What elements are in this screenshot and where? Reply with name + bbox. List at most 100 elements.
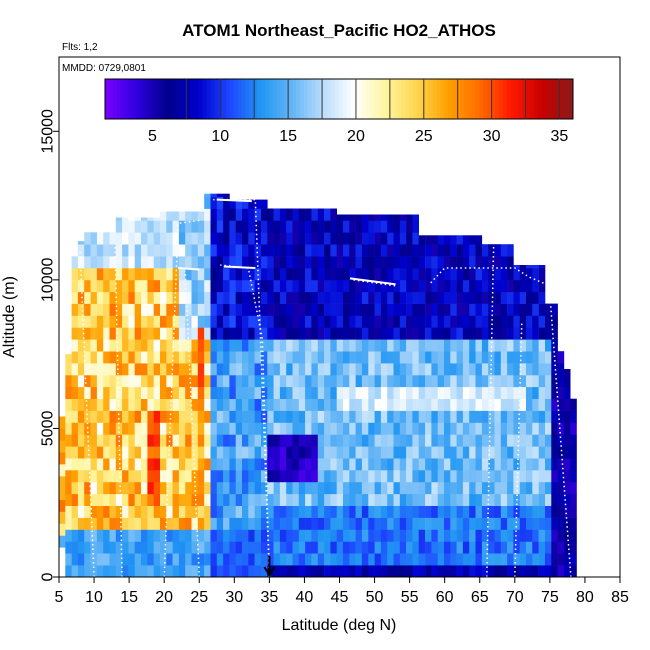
heatmap-cell — [450, 541, 457, 554]
heatmap-cell — [166, 363, 173, 376]
colorbar-segment — [128, 79, 133, 119]
heatmap-cell — [317, 351, 325, 364]
heatmap-cell — [172, 434, 180, 447]
heatmap-cell — [197, 351, 205, 364]
heatmap-cell — [216, 410, 224, 423]
heatmap-cell — [286, 386, 293, 399]
heatmap-cell — [115, 434, 123, 447]
heatmap-cell — [469, 256, 476, 269]
heatmap-cell — [330, 541, 337, 554]
heatmap-cell — [475, 470, 483, 483]
heatmap-cell — [526, 505, 533, 518]
heatmap-cell — [204, 517, 211, 530]
heatmap-cell — [292, 363, 300, 376]
colorbar-segment — [467, 79, 472, 119]
heatmap-cell — [336, 315, 344, 328]
heatmap-cell — [526, 315, 533, 328]
heatmap-cell — [538, 410, 546, 423]
heatmap-cell — [242, 199, 249, 209]
heatmap-cell — [279, 470, 287, 483]
heatmap-cell — [481, 541, 489, 554]
heatmap-cell — [488, 553, 495, 566]
flights-label: Flts: 1,2 — [62, 42, 98, 53]
heatmap-cell — [248, 541, 255, 554]
heatmap-cell — [77, 339, 85, 352]
heatmap-cell — [229, 553, 236, 566]
heatmap-cell — [84, 553, 91, 566]
heatmap-cell — [494, 493, 502, 506]
heatmap-cell — [494, 434, 502, 447]
heatmap-cell — [418, 374, 426, 388]
heatmap-cell — [261, 291, 268, 304]
heatmap-cell — [77, 517, 85, 530]
heatmap-cell — [425, 565, 432, 577]
heatmap-cell — [115, 446, 123, 459]
heatmap-cell — [538, 351, 546, 364]
heatmap-cell — [387, 410, 394, 423]
heatmap-cell — [563, 481, 571, 495]
heatmap-cell — [444, 279, 451, 293]
heatmap-cell — [90, 327, 98, 340]
heatmap-cell — [526, 529, 533, 542]
heatmap-cell — [96, 256, 104, 269]
heatmap-cell — [109, 268, 117, 281]
colorbar-segment — [124, 79, 129, 119]
heatmap-cell — [210, 481, 218, 495]
heatmap-cell — [557, 529, 565, 542]
heatmap-cell — [513, 339, 520, 352]
heatmap-cell — [538, 374, 546, 388]
heatmap-cell — [235, 256, 243, 269]
heatmap-cell — [462, 363, 470, 376]
heatmap-cell — [229, 279, 236, 293]
heatmap-cell — [437, 374, 445, 388]
heatmap-cell — [147, 315, 154, 328]
heatmap-cell — [292, 374, 300, 388]
heatmap-cell — [128, 217, 135, 221]
heatmap-cell — [368, 303, 375, 316]
heatmap-cell — [166, 279, 173, 293]
heatmap-cell — [90, 529, 98, 542]
heatmap-cell — [178, 410, 186, 423]
heatmap-cell — [336, 398, 344, 411]
heatmap-cell — [393, 220, 401, 233]
heatmap-cell — [507, 481, 514, 495]
heatmap-cell — [406, 553, 413, 566]
heatmap-cell — [393, 339, 401, 352]
heatmap-cell — [336, 470, 344, 483]
heatmap-cell — [330, 220, 337, 233]
heatmap-cell — [84, 529, 91, 542]
heatmap-cell — [254, 446, 262, 459]
heatmap-cell — [545, 410, 552, 423]
heatmap-cell — [298, 208, 306, 221]
heatmap-cell — [469, 398, 476, 411]
heatmap-cell — [393, 481, 401, 495]
heatmap-cell — [336, 232, 344, 245]
heatmap-cell — [103, 351, 110, 364]
heatmap-cell — [172, 565, 180, 577]
heatmap-cell — [380, 244, 388, 257]
heatmap-cell — [406, 256, 413, 269]
heatmap-cell — [197, 481, 205, 495]
heatmap-cell — [570, 541, 577, 554]
heatmap-cell — [71, 327, 79, 340]
heatmap-cell — [507, 458, 514, 471]
heatmap-cell — [248, 422, 255, 435]
heatmap-cell — [166, 434, 173, 447]
heatmap-cell — [324, 244, 331, 257]
heatmap-cell — [507, 327, 514, 340]
heatmap-cell — [538, 398, 546, 411]
heatmap-cell — [197, 279, 205, 293]
heatmap-cell — [324, 410, 331, 423]
heatmap-cell — [368, 505, 375, 518]
heatmap-cell — [242, 374, 249, 388]
heatmap-cell — [210, 232, 218, 245]
heatmap-cell — [115, 363, 123, 376]
heatmap-cell — [71, 529, 79, 542]
heatmap-cell — [349, 434, 356, 447]
heatmap-cell — [178, 541, 186, 554]
heatmap-cell — [412, 458, 419, 471]
colorbar-segment — [229, 79, 235, 119]
heatmap-cell — [324, 458, 331, 471]
heatmap-cell — [305, 244, 312, 257]
heatmap-cell — [172, 541, 180, 554]
